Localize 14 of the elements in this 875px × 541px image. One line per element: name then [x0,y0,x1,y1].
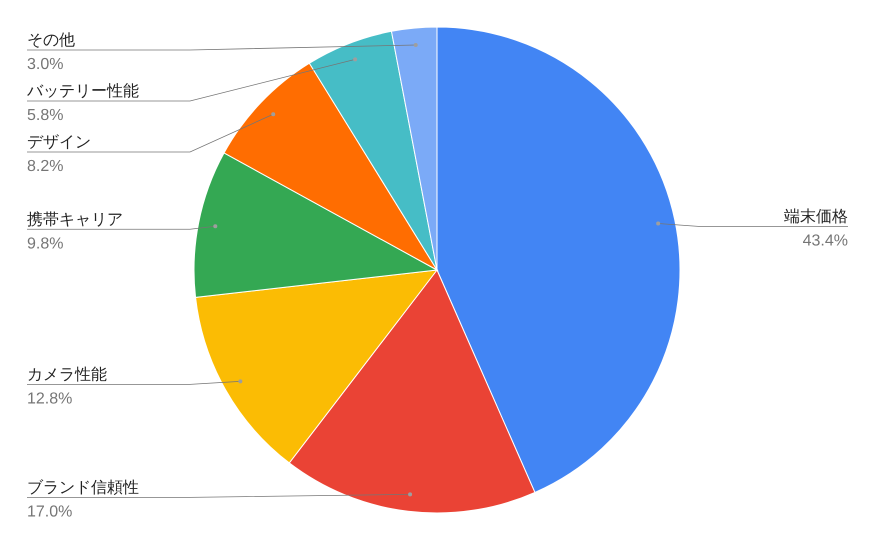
data-label: 43.4% [802,232,848,250]
data-label: 9.8% [27,235,64,252]
slice-label: カメラ性能 [27,365,107,384]
slice-label: 端末価格 [784,207,848,226]
data-label: 5.8% [27,107,64,124]
data-label: 3.0% [27,56,64,73]
data-label: 8.2% [27,158,64,175]
slice-label: その他 [27,32,75,49]
slice-label: デザイン [27,134,91,151]
slice-label: 携帯キャリア [27,210,123,228]
data-label: 12.8% [27,390,72,408]
data-label: 17.0% [27,503,72,520]
slice-label: バッテリー性能 [26,82,139,100]
slice-label: ブランド信頼性 [27,478,139,496]
